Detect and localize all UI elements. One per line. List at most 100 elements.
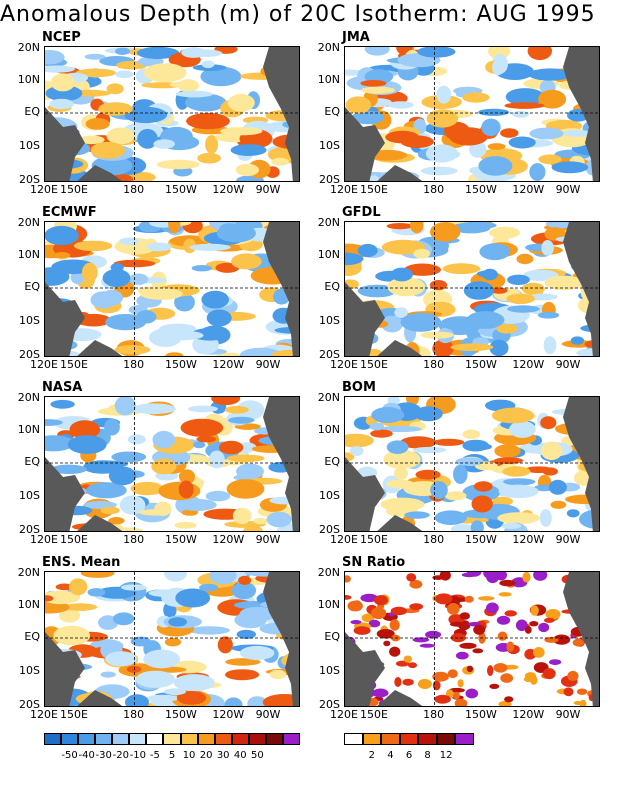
- colorbar-label: -40: [78, 750, 95, 761]
- field-blob: [539, 509, 552, 527]
- field-blob: [573, 701, 583, 705]
- colorbar-swatch: [180, 733, 198, 745]
- field-blob: [196, 436, 216, 443]
- field-blob: [501, 522, 522, 529]
- panel-title: JMA: [342, 30, 370, 45]
- field-blob: [119, 237, 139, 246]
- field-blob: [487, 665, 494, 677]
- field-blob: [579, 699, 587, 706]
- field-blob: [432, 339, 454, 356]
- field-blob: [148, 589, 180, 597]
- field-blob: [224, 405, 249, 414]
- heatmap-field: [345, 572, 599, 706]
- field-blob: [543, 617, 555, 623]
- field-blob: [453, 464, 468, 484]
- x-tick-label: 150W: [465, 183, 497, 196]
- x-tick-label: 90W: [255, 708, 281, 721]
- colorbar-swatch: [436, 733, 456, 745]
- field-blob: [454, 698, 468, 706]
- y-tick-label: 20N: [17, 391, 40, 404]
- field-blob: [444, 491, 467, 501]
- field-blob: [45, 419, 63, 426]
- y-tick-label: 10S: [319, 314, 340, 327]
- field-blob: [115, 70, 134, 79]
- field-blob: [450, 343, 494, 351]
- x-tick-label: 120E: [330, 708, 358, 721]
- map-area: [344, 221, 600, 357]
- panel-jma: JMA 20N 10N EQ 10S 20S 120E 150E 180 150W 120W 90W: [300, 30, 610, 206]
- field-blob: [119, 495, 146, 515]
- field-blob: [417, 679, 432, 689]
- field-blob: [367, 175, 380, 181]
- field-blob: [502, 466, 531, 477]
- field-blob: [111, 451, 147, 463]
- field-blob: [45, 85, 83, 102]
- x-tick-label: 120E: [30, 358, 58, 371]
- field-blob: [478, 596, 495, 601]
- field-blob: [201, 290, 229, 309]
- field-blob: [524, 626, 532, 634]
- field-blob: [125, 694, 149, 706]
- field-blob: [465, 688, 479, 699]
- y-tick-label: 10S: [19, 139, 40, 152]
- field-blob: [371, 407, 405, 423]
- field-blob: [443, 121, 470, 141]
- landmass: [563, 222, 599, 356]
- field-blob: [529, 621, 539, 627]
- colorbar-swatch: [248, 733, 266, 745]
- panel-ncep: NCEP 20N 10N EQ 10S 20S 120E 150E 180 150W 120W 90W: [0, 30, 310, 206]
- field-blob: [45, 225, 79, 246]
- field-blob: [161, 330, 204, 341]
- field-blob: [522, 572, 531, 583]
- field-blob: [389, 619, 400, 631]
- field-blob: [50, 73, 75, 92]
- field-blob: [217, 636, 233, 654]
- landmass: [345, 632, 385, 706]
- field-blob: [439, 572, 451, 581]
- y-tick-label: 10N: [317, 248, 340, 261]
- field-blob: [493, 663, 508, 673]
- field-blob: [489, 226, 520, 239]
- field-blob: [180, 418, 224, 437]
- x-tick-label: 120E: [30, 533, 58, 546]
- map-area: [44, 221, 300, 357]
- field-blob: [361, 613, 375, 623]
- y-tick-label: 20N: [17, 41, 40, 54]
- x-tick-label: 150E: [359, 183, 388, 196]
- field-blob: [504, 102, 545, 109]
- panel-title: ENS. Mean: [42, 555, 121, 570]
- field-blob: [383, 449, 421, 469]
- field-blob: [385, 130, 420, 144]
- field-blob: [528, 68, 573, 81]
- landmass: [563, 47, 599, 181]
- field-blob: [345, 96, 372, 114]
- field-blob: [98, 102, 133, 116]
- y-tick-label: 10N: [317, 598, 340, 611]
- field-blob: [400, 312, 442, 332]
- map-area: [344, 46, 600, 182]
- field-blob: [146, 242, 172, 252]
- x-tick-label: 90W: [255, 533, 281, 546]
- field-blob: [360, 593, 378, 603]
- field-blob: [533, 572, 548, 581]
- y-tick-label: 10S: [319, 139, 340, 152]
- field-blob: [537, 311, 560, 319]
- field-blob: [50, 399, 75, 409]
- colorbar-swatch: [381, 733, 400, 745]
- field-blob: [236, 629, 256, 639]
- field-blob: [201, 60, 215, 69]
- x-tick-label: 150W: [165, 708, 197, 721]
- field-blob: [386, 223, 413, 230]
- heatmap-field: [45, 397, 299, 531]
- field-blob: [463, 281, 494, 300]
- field-blob: [394, 307, 409, 318]
- field-blob: [188, 626, 230, 635]
- colorbar-swatch: [265, 733, 283, 745]
- x-tick-label: 180: [123, 358, 145, 371]
- field-blob: [512, 110, 529, 118]
- y-tick-label: 10N: [17, 248, 40, 261]
- field-blob: [455, 651, 469, 660]
- field-blob: [381, 315, 403, 333]
- field-blob: [409, 603, 424, 610]
- field-blob: [68, 171, 82, 181]
